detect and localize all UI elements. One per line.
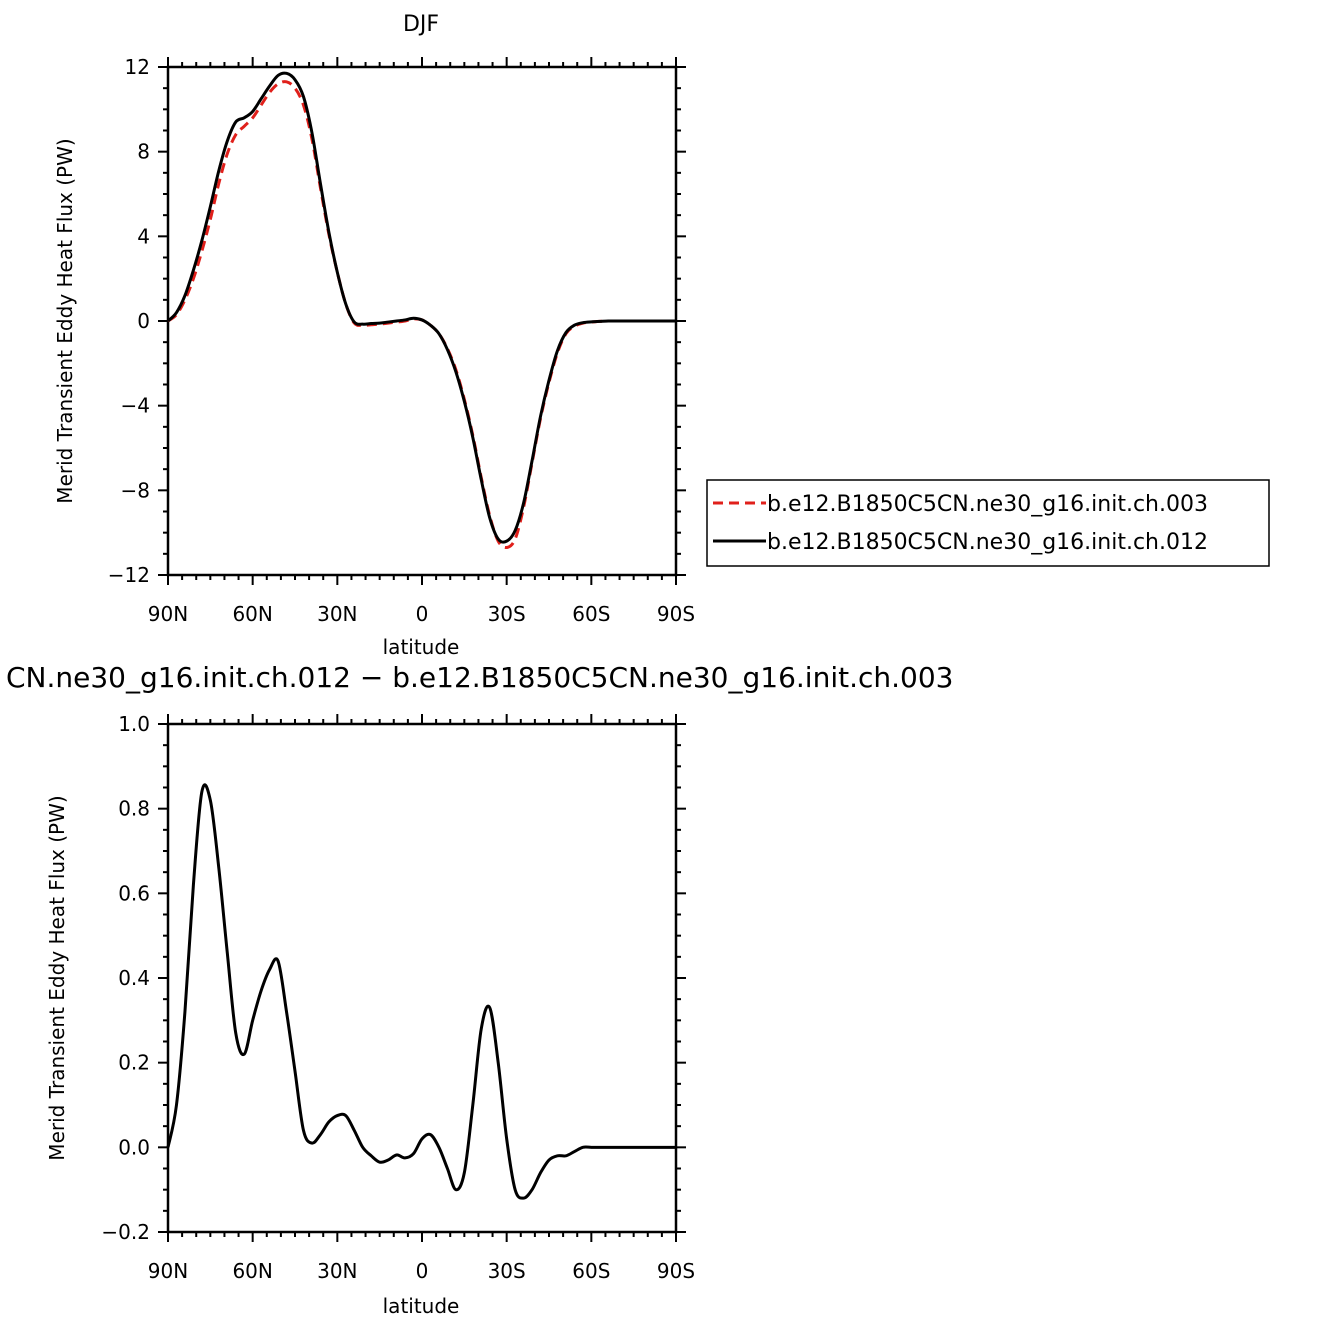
top-chart-ylabel: Merid Transient Eddy Heat Flux (PW) (53, 138, 77, 503)
y-tick-label: 0.0 (118, 1135, 150, 1159)
x-tick-label: 0 (416, 602, 429, 626)
legend-label-003: b.e12.B1850C5CN.ne30_g16.init.ch.003 (767, 492, 1208, 517)
top-chart-title: DJF (403, 12, 439, 37)
y-tick-label: 1.0 (118, 712, 150, 736)
y-tick-label: 0.8 (118, 797, 150, 821)
y-tick-label: −0.2 (101, 1220, 150, 1244)
plot-frame (166, 722, 678, 1234)
y-tick-label: 0 (137, 309, 150, 333)
y-tick-label: −4 (121, 394, 150, 418)
legend-label-012: b.e12.B1850C5CN.ne30_g16.init.ch.012 (767, 530, 1208, 555)
x-tick-label: 60N (232, 1259, 272, 1283)
x-tick-label: 30S (488, 1259, 526, 1283)
top-chart-xlabel: latitude (383, 635, 460, 659)
top-chart: DJF 90N 60N 30N 0 30S 60S 90S −12 −8 −4 0 4 8 12 lati… (53, 12, 695, 659)
series-line-0-0 (167, 80, 676, 550)
top-chart-plot: 90N 60N 30N 0 30S 60S 90S −12 −8 −4 0 4 8 12 (108, 55, 695, 626)
y-tick-label: 8 (137, 140, 150, 164)
x-tick-label: 60N (232, 602, 272, 626)
bottom-chart-ylabel: Merid Transient Eddy Heat Flux (PW) (45, 795, 69, 1160)
x-tick-label: 30S (488, 602, 526, 626)
bottom-chart-xlabel: latitude (383, 1294, 460, 1318)
y-tick-label: 0.4 (118, 966, 150, 990)
x-tick-label: 0 (416, 1259, 429, 1283)
bottom-chart: CN.ne30_g16.init.ch.012 − b.e12.B1850C5C… (6, 661, 953, 1318)
series-line-0-1 (166, 71, 676, 544)
top-chart-legend: b.e12.B1850C5CN.ne30_g16.init.ch.003 b.e… (706, 479, 1270, 567)
y-tick-label: 12 (125, 55, 150, 79)
y-tick-label: 0.2 (118, 1051, 150, 1075)
x-tick-label: 60S (572, 1259, 610, 1283)
x-tick-label: 90N (148, 602, 188, 626)
y-tick-label: −8 (121, 478, 150, 502)
bottom-chart-title: CN.ne30_g16.init.ch.012 − b.e12.B1850C5C… (6, 661, 953, 694)
y-tick-label: 4 (137, 224, 150, 248)
series-line-1-0 (166, 783, 676, 1200)
legend-frame (706, 479, 1270, 567)
x-tick-label: 90S (657, 1259, 695, 1283)
x-tick-label: 90N (148, 1259, 188, 1283)
x-tick-label: 90S (657, 602, 695, 626)
x-tick-label: 30N (317, 1259, 357, 1283)
bottom-chart-plot: 90N 60N 30N 0 30S 60S 90S −0.2 0.0 0.2 0.4 0.6 0.8 1.… (101, 712, 695, 1283)
y-tick-label: −12 (108, 563, 150, 587)
x-tick-label: 30N (317, 602, 357, 626)
y-tick-label: 0.6 (118, 881, 150, 905)
x-tick-label: 60S (572, 602, 610, 626)
